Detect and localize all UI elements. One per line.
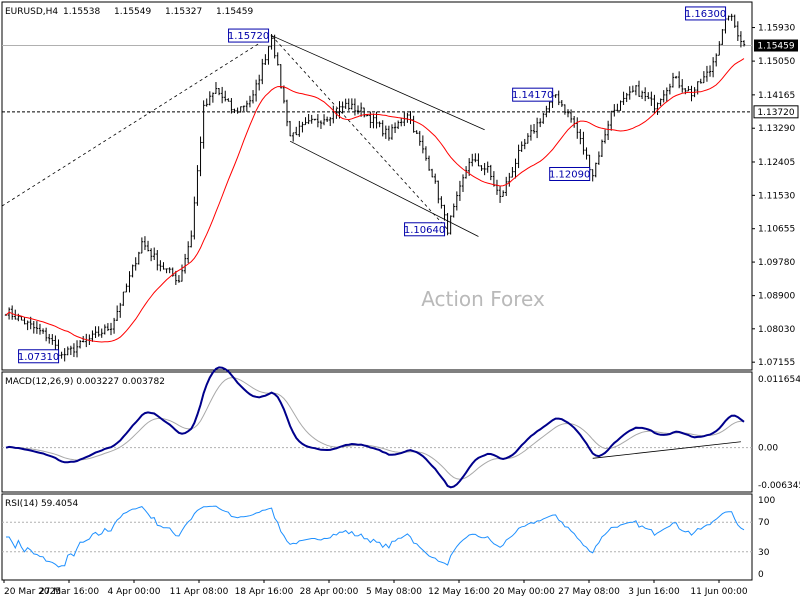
price-tick-label: 1.10655 <box>758 225 795 235</box>
time-tick-label: 18 Apr 16:00 <box>235 587 294 597</box>
time-tick-label: 28 Apr 00:00 <box>300 587 359 597</box>
price-annotation-label: 1.12090 <box>549 169 590 180</box>
macd-tick-label: 0.00 <box>758 444 778 454</box>
channel-mid-dashed-line <box>271 35 448 230</box>
current-price-tag-label: 1.15459 <box>757 42 794 52</box>
low-value: 1.15327 <box>165 7 202 17</box>
watermark-text: Action Forex <box>421 287 545 311</box>
time-tick-label: 3 Jun 16:00 <box>628 587 680 597</box>
price-tick-label: 1.07155 <box>758 358 795 368</box>
level-price-tag-label: 1.13720 <box>757 108 794 118</box>
symbol-label: EURUSD,H4 <box>5 7 58 17</box>
time-tick-label: 12 May 16:00 <box>428 587 490 597</box>
macd-tick-label: -0.006345 <box>758 481 800 491</box>
rsi-tick-label: 70 <box>758 518 770 528</box>
current-price-tag <box>754 39 798 52</box>
price-tick-label: 1.09780 <box>758 258 795 268</box>
channel-lower-line <box>289 140 479 237</box>
price-annotation-label: 1.07310 <box>18 352 59 363</box>
close-value: 1.15459 <box>216 7 253 17</box>
price-tick-label: 1.13290 <box>758 124 795 134</box>
high-value: 1.15549 <box>114 7 151 17</box>
price-annotation-label: 1.10640 <box>404 225 445 236</box>
open-value: 1.15538 <box>63 7 100 17</box>
price-tick-label: 1.15050 <box>758 57 795 67</box>
time-tick-label: 20 Mar 2025 <box>4 587 61 597</box>
price-annotation-box <box>512 87 554 102</box>
price-tick-label: 1.14165 <box>758 91 795 101</box>
price-panel-frame <box>1 1 753 371</box>
time-tick-label: 20 May 00:00 <box>493 587 555 597</box>
level-price-tag <box>753 105 799 119</box>
time-tick-label: 4 Apr 00:00 <box>108 587 161 597</box>
rsi-tick-label: 30 <box>758 548 770 558</box>
time-tick-label: 5 May 08:00 <box>366 587 422 597</box>
macd-panel-frame <box>1 371 753 493</box>
moving-average-line <box>5 58 745 343</box>
price-bars <box>4 13 746 363</box>
time-tick-label: 27 May 08:00 <box>558 587 620 597</box>
price-tick-label: 1.12405 <box>758 158 795 168</box>
price-annotation-box <box>685 6 727 21</box>
price-annotation-box <box>228 28 270 43</box>
price-annotation-box <box>549 166 591 181</box>
macd-trendline <box>592 441 741 459</box>
rsi-panel-frame <box>1 493 753 581</box>
macd-signal-line <box>5 377 745 480</box>
rsi-title: RSI(14) 59.4054 <box>5 499 78 509</box>
rsi-tick-label: 0 <box>758 570 764 580</box>
price-annotation-label: 1.15720 <box>228 31 269 42</box>
price-tick-label: 1.15930 <box>758 24 795 34</box>
price-tick-label: 1.08900 <box>758 292 795 302</box>
price-annotation-label: 1.14170 <box>512 90 553 101</box>
time-tick-label: 11 Jun 00:00 <box>690 587 747 597</box>
price-annotation-label: 1.16300 <box>685 9 726 20</box>
macd-line <box>5 366 745 489</box>
rsi-line <box>6 505 745 568</box>
dashed-trendline <box>1 35 272 207</box>
rsi-tick-label: 100 <box>758 496 775 506</box>
macd-title: MACD(12,26,9) 0.003227 0.003782 <box>5 377 165 387</box>
price-tick-label: 1.08030 <box>758 325 795 335</box>
macd-tick-label: 0.011654 <box>758 375 800 385</box>
channel-upper-line <box>271 35 485 131</box>
time-tick-label: 11 Apr 08:00 <box>170 587 229 597</box>
price-tick-label: 1.11530 <box>758 191 795 201</box>
price-annotation-box <box>18 349 60 364</box>
time-tick-label: 27 Mar 16:00 <box>39 587 99 597</box>
price-annotation-box <box>404 222 446 237</box>
